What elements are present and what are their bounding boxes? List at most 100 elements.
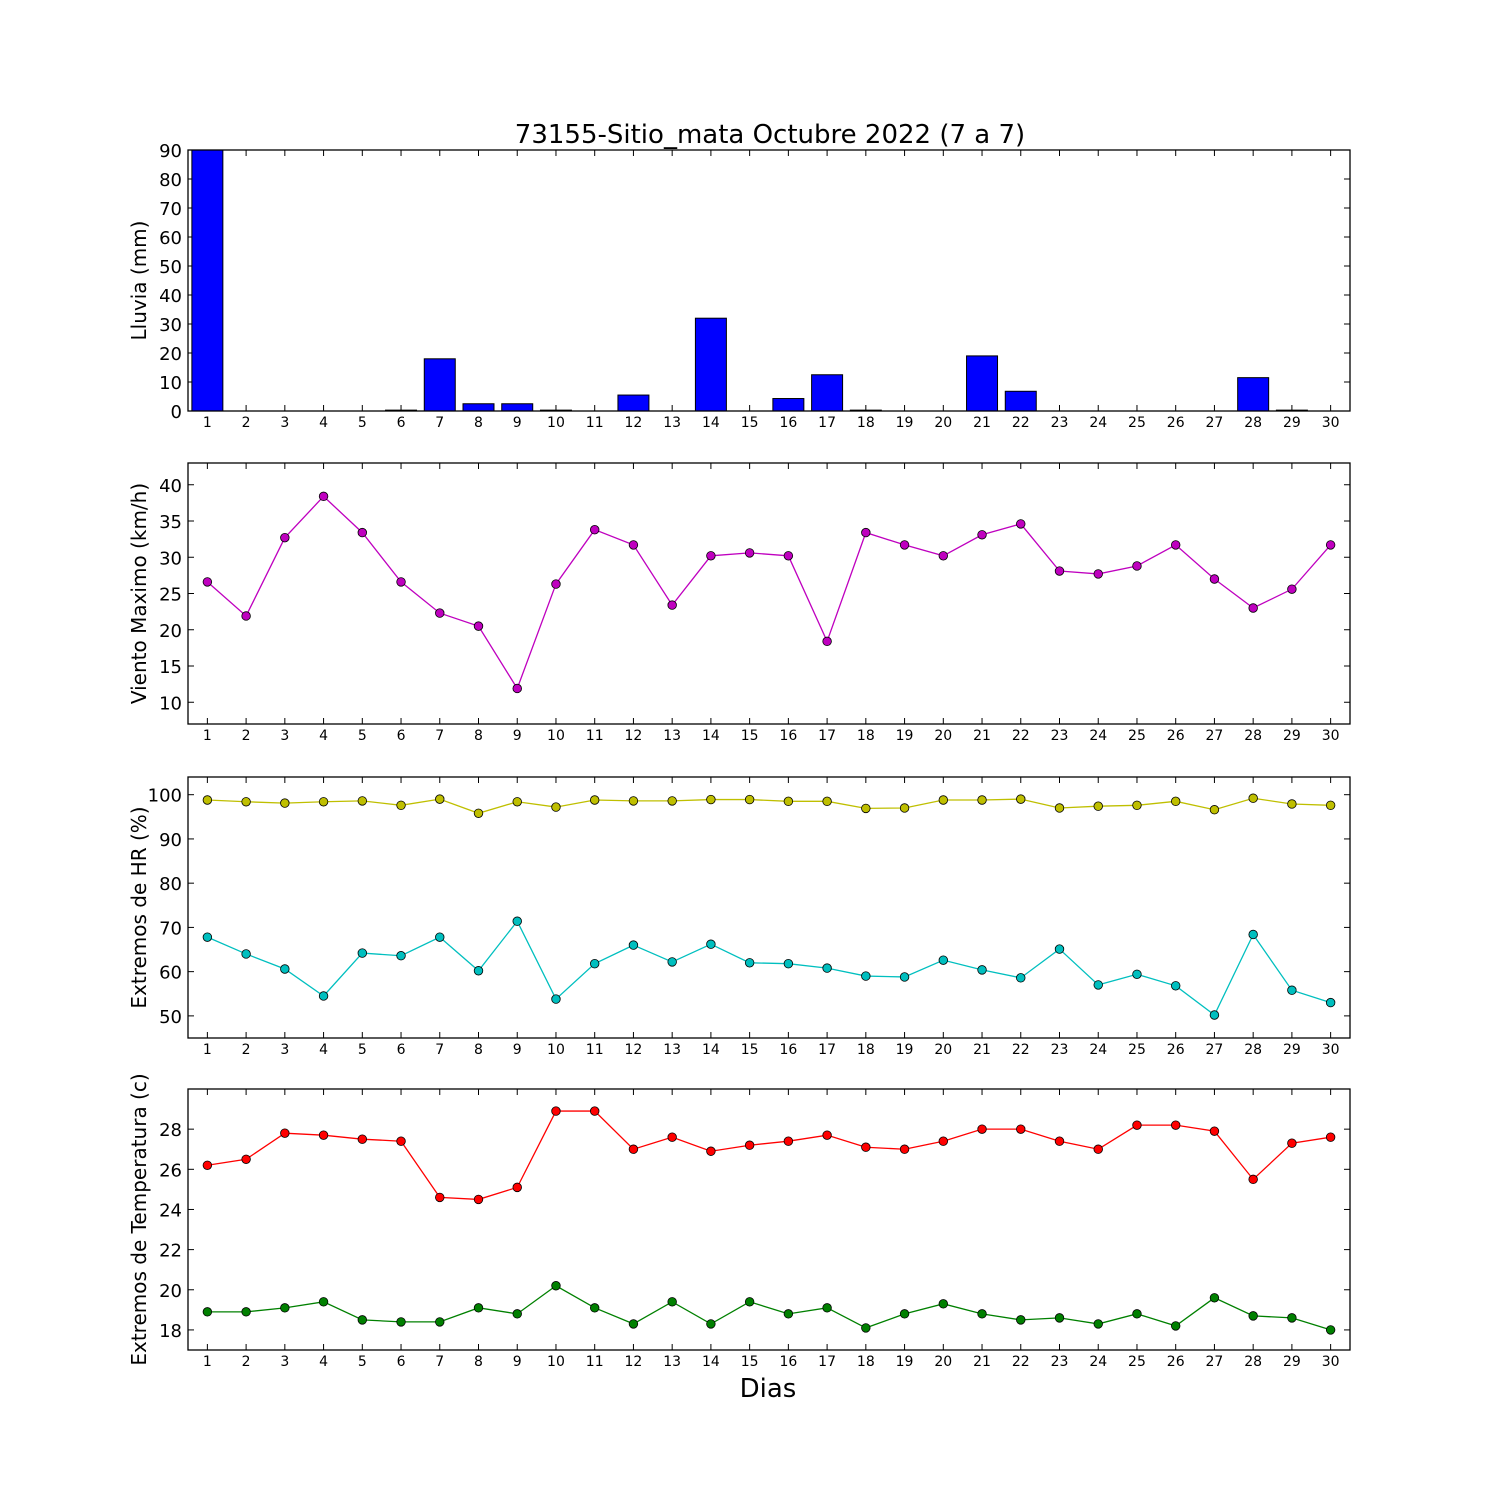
y-tick-label: 20 — [159, 621, 182, 642]
data-point — [1093, 980, 1103, 990]
data-point — [938, 955, 949, 965]
x-tick-label: 2 — [242, 1354, 251, 1370]
x-tick-label: 4 — [319, 1042, 328, 1058]
data-point — [744, 958, 755, 968]
bar — [811, 374, 844, 412]
data-point — [512, 797, 522, 807]
x-tick-label: 6 — [397, 1354, 406, 1370]
x-tick-label: 27 — [1206, 1042, 1224, 1058]
x-tick-label: 6 — [397, 1042, 406, 1058]
x-tick-label: 4 — [319, 728, 328, 744]
x-tick-label: 20 — [934, 1042, 952, 1058]
data-point — [822, 963, 832, 973]
data-point — [706, 551, 716, 561]
x-tick-label: 7 — [435, 1042, 444, 1058]
bar — [772, 398, 805, 412]
x-tick-label: 17 — [818, 1042, 836, 1058]
y-tick-label: 80 — [159, 170, 182, 191]
data-point — [783, 958, 794, 969]
y-tick-label: 25 — [159, 585, 182, 606]
data-point — [512, 1182, 522, 1193]
data-point — [551, 994, 561, 1004]
x-tick-label: 19 — [896, 1042, 914, 1058]
data-point — [744, 1297, 755, 1307]
series-line — [207, 920, 1331, 1016]
data-point — [1209, 1293, 1220, 1303]
y-tick-label: 20 — [159, 344, 182, 365]
x-tick-label: 11 — [586, 1354, 604, 1370]
x-tick-label: 9 — [513, 728, 522, 744]
y-tick-label: 10 — [159, 373, 182, 394]
x-tick-label: 25 — [1128, 1042, 1146, 1058]
data-point — [1325, 540, 1336, 550]
x-tick-label: 23 — [1051, 728, 1069, 744]
data-point — [202, 795, 213, 805]
x-tick-label: 21 — [973, 1042, 991, 1058]
y-tick-label: 70 — [159, 918, 182, 939]
data-point — [706, 1146, 716, 1156]
x-tick-label: 29 — [1283, 415, 1301, 431]
data-point — [861, 1323, 871, 1333]
data-point — [822, 636, 832, 647]
x-tick-label: 20 — [934, 728, 952, 744]
x-tick-label: 24 — [1089, 1354, 1107, 1370]
x-tick-label: 7 — [435, 1354, 444, 1370]
axes-frame — [187, 1088, 1351, 1351]
x-tick-label: 11 — [586, 728, 604, 744]
y-tick-label: 30 — [159, 548, 182, 569]
x-tick-label: 18 — [857, 728, 875, 744]
data-point — [280, 1303, 290, 1313]
series-line — [207, 797, 1331, 814]
data-point — [706, 1319, 716, 1329]
data-point — [861, 971, 871, 981]
data-point — [1209, 1126, 1220, 1136]
bar — [501, 403, 534, 412]
x-tick-label: 7 — [435, 728, 444, 744]
y-tick-label: 18 — [159, 1321, 182, 1342]
axes-frame — [187, 149, 1351, 412]
x-tick-label: 25 — [1128, 415, 1146, 431]
x-tick-label: 9 — [513, 1354, 522, 1370]
data-point — [744, 1140, 755, 1150]
data-point — [512, 1309, 522, 1319]
data-point — [280, 798, 290, 808]
data-point — [1209, 574, 1220, 584]
data-point — [1209, 1010, 1220, 1020]
y-tick-label: 90 — [159, 830, 182, 851]
data-point — [202, 1307, 213, 1317]
data-point — [977, 1309, 987, 1319]
x-tick-label: 15 — [741, 1354, 759, 1370]
x-tick-label: 15 — [741, 728, 759, 744]
x-tick-label: 8 — [474, 415, 483, 431]
x-tick-label: 20 — [934, 1354, 952, 1370]
bar — [1004, 390, 1037, 412]
data-point — [783, 796, 794, 807]
x-tick-label: 22 — [1012, 1354, 1030, 1370]
data-point — [744, 548, 755, 558]
data-point — [822, 1130, 832, 1140]
data-point — [318, 491, 329, 502]
x-tick-label: 16 — [779, 1354, 797, 1370]
x-tick-label: 2 — [242, 728, 251, 744]
data-point — [357, 1134, 368, 1144]
data-point — [1093, 569, 1103, 579]
data-point — [667, 1132, 677, 1142]
bar — [694, 317, 727, 412]
x-tick-label: 24 — [1089, 1042, 1107, 1058]
y-axis-label: Extremos de HR (%) — [127, 806, 151, 1008]
x-tick-label: 27 — [1206, 415, 1224, 431]
data-point — [396, 1317, 406, 1327]
data-point — [938, 795, 949, 805]
data-point — [1287, 985, 1297, 995]
data-point — [1287, 1138, 1297, 1148]
data-point — [435, 1192, 445, 1203]
x-tick-label: 25 — [1128, 728, 1146, 744]
data-point — [899, 1144, 910, 1154]
x-tick-label: 4 — [319, 1354, 328, 1370]
data-point — [280, 532, 290, 543]
x-tick-label: 14 — [702, 1042, 720, 1058]
y-axis-label: Viento Maximo (km/h) — [127, 483, 151, 704]
data-point — [590, 795, 600, 805]
